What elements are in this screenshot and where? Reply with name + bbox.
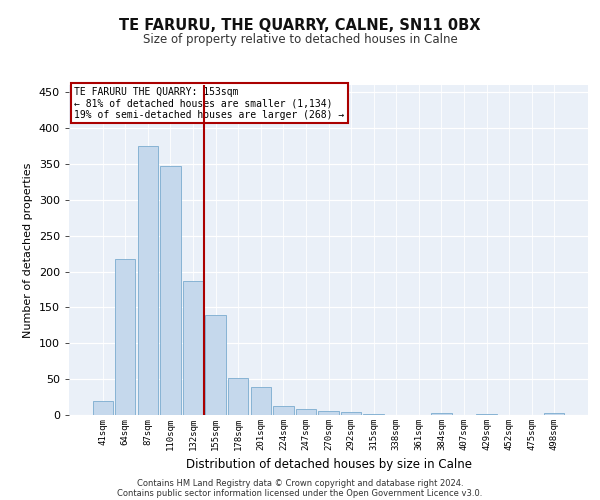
Bar (138, 146, 158, 415)
Bar (341, 412, 361, 415)
Text: Contains public sector information licensed under the Open Government Licence v3: Contains public sector information licen… (118, 488, 482, 498)
Bar (183, 281, 203, 415)
Text: Size of property relative to detached houses in Calne: Size of property relative to detached ho… (143, 32, 457, 46)
Text: TE FARURU, THE QUARRY, CALNE, SN11 0BX: TE FARURU, THE QUARRY, CALNE, SN11 0BX (119, 18, 481, 32)
Bar (92, 400, 113, 415)
Bar (296, 410, 316, 415)
Bar (431, 413, 452, 415)
Text: Contains HM Land Registry data © Crown copyright and database right 2024.: Contains HM Land Registry data © Crown c… (137, 478, 463, 488)
Text: TE FARURU THE QUARRY: 153sqm
← 81% of detached houses are smaller (1,134)
19% of: TE FARURU THE QUARRY: 153sqm ← 81% of de… (74, 86, 344, 120)
Bar (205, 314, 226, 415)
Bar (115, 260, 136, 415)
Bar (364, 414, 384, 415)
Bar (251, 387, 271, 415)
Bar (228, 378, 248, 415)
Bar (273, 406, 293, 415)
Bar (160, 166, 181, 415)
Bar (319, 410, 338, 415)
Y-axis label: Number of detached properties: Number of detached properties (23, 162, 33, 338)
X-axis label: Distribution of detached houses by size in Calne: Distribution of detached houses by size … (185, 458, 472, 471)
Bar (476, 414, 497, 415)
Bar (544, 413, 565, 415)
